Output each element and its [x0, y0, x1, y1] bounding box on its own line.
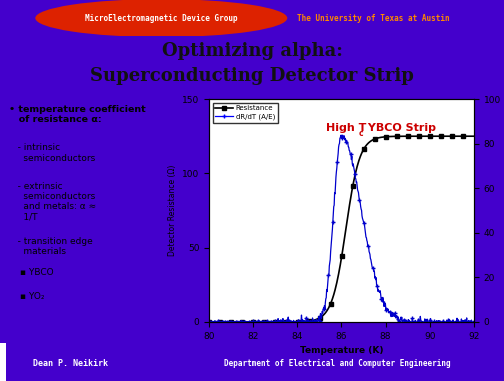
Resistance: [253, 320, 259, 324]
Line: dR/dT (A/E): dR/dT (A/E): [207, 133, 476, 324]
Text: ▪ YBCO: ▪ YBCO: [20, 268, 53, 277]
Line: Resistance: Resistance: [208, 134, 475, 324]
Text: The University of Texas at Austin: The University of Texas at Austin: [297, 14, 449, 22]
Text: ▪ YO₂: ▪ YO₂: [20, 292, 44, 301]
Text: Optimizing alpha:: Optimizing alpha:: [162, 42, 342, 59]
dR/dT (A/E): [338, 133, 344, 138]
Text: MicroElectromagnetic Device Group: MicroElectromagnetic Device Group: [85, 14, 237, 22]
X-axis label: Temperature (K): Temperature (K): [300, 346, 383, 355]
dR/dT (A/E): [275, 320, 281, 324]
Text: High T: High T: [326, 123, 366, 133]
Resistance: [405, 134, 411, 139]
dR/dT (A/E): [253, 319, 259, 323]
Text: c: c: [359, 129, 363, 138]
Text: YBCO Strip: YBCO Strip: [364, 123, 436, 133]
dR/dT (A/E): [206, 319, 212, 324]
Text: - extrinsic
     semiconductors
     and metals: α ≈
     1/T: - extrinsic semiconductors and metals: α…: [9, 182, 96, 222]
Legend: Resistance, dR/dT (A/E): Resistance, dR/dT (A/E): [213, 102, 278, 123]
Text: - intrinsic
     semiconductors: - intrinsic semiconductors: [9, 143, 95, 163]
Text: Dean P. Neikirk: Dean P. Neikirk: [33, 359, 108, 368]
Resistance: [362, 145, 368, 149]
Resistance: [326, 305, 332, 310]
Text: Superconducting Detector Strip: Superconducting Detector Strip: [90, 67, 414, 85]
Ellipse shape: [35, 0, 287, 37]
Resistance: [383, 134, 389, 139]
dR/dT (A/E): [384, 306, 390, 311]
Resistance: [274, 320, 280, 324]
dR/dT (A/E): [471, 319, 477, 323]
dR/dT (A/E): [273, 320, 279, 324]
Text: Department of Electrical and Computer Engineering: Department of Electrical and Computer En…: [224, 359, 451, 368]
dR/dT (A/E): [406, 318, 412, 323]
Text: • temperature coefficient
   of resistance α:: • temperature coefficient of resistance …: [9, 105, 146, 124]
Y-axis label: Detector Resistance (Ω): Detector Resistance (Ω): [168, 165, 176, 256]
Text: - transition edge
     materials: - transition edge materials: [9, 237, 93, 256]
dR/dT (A/E): [326, 264, 332, 268]
Resistance: [206, 320, 212, 324]
dR/dT (A/E): [363, 235, 369, 239]
Bar: [0, 343, 6, 381]
Resistance: [471, 134, 477, 139]
